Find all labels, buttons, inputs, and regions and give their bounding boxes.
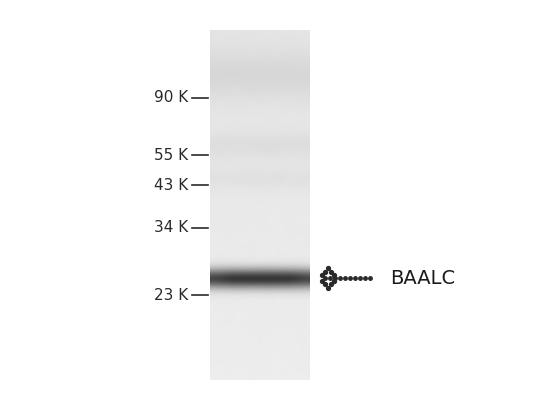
- Text: 55 K: 55 K: [154, 148, 188, 162]
- Text: 43 K: 43 K: [154, 178, 188, 192]
- Text: 23 K: 23 K: [154, 288, 188, 302]
- Text: BAALC: BAALC: [390, 269, 455, 288]
- Text: 90 K: 90 K: [154, 91, 188, 105]
- Text: 34 K: 34 K: [154, 221, 188, 235]
